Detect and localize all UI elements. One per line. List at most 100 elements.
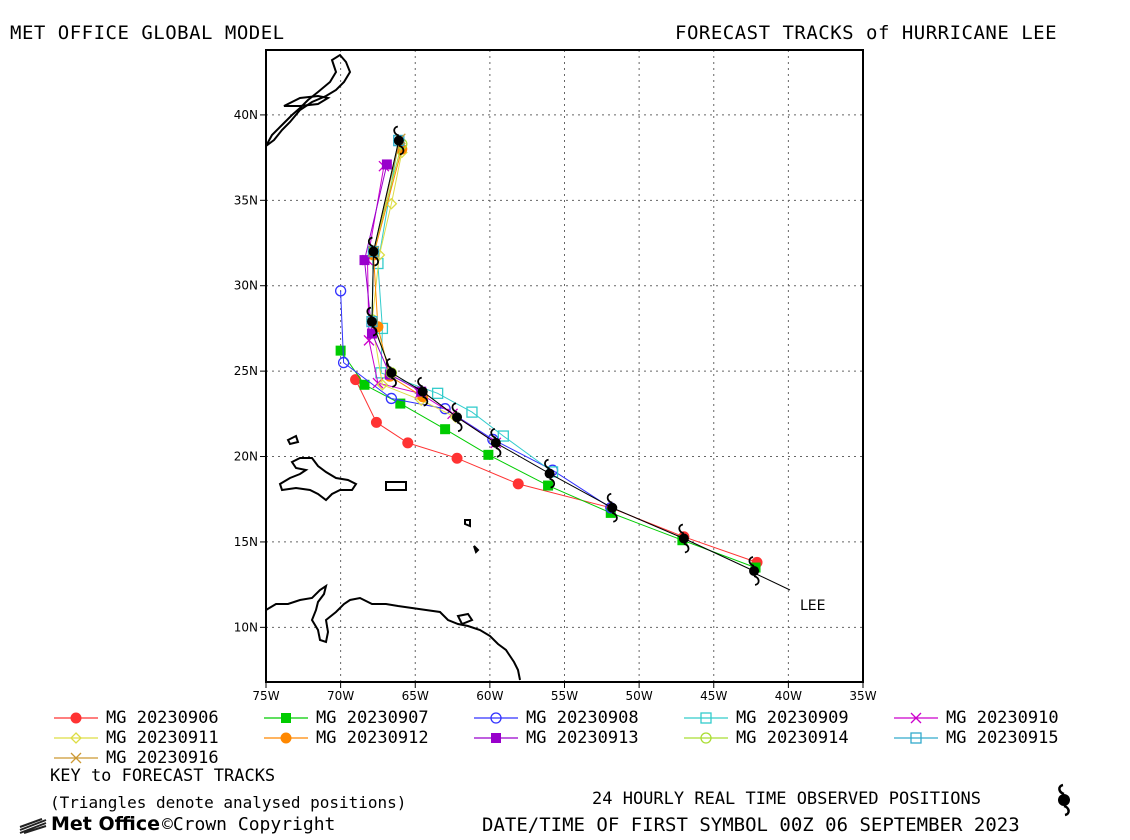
track-point xyxy=(370,416,382,428)
legend-label: MG 20230912 xyxy=(316,728,429,748)
legend-marker xyxy=(910,712,922,724)
track-point xyxy=(335,345,346,356)
legend-label: MG 20230915 xyxy=(946,728,1059,748)
legend-swatch xyxy=(54,712,98,724)
observed-positions-note: 24 HOURLY REAL TIME OBSERVED POSITIONS xyxy=(592,789,981,809)
x-tick-label: 75W xyxy=(252,689,279,700)
observed-position-arm xyxy=(683,542,690,554)
observed-position-arm xyxy=(398,144,405,156)
observed-position-arm xyxy=(371,325,378,337)
observed-position-arm xyxy=(367,236,374,248)
coastline-puerto-rico xyxy=(385,481,407,491)
legend-marker xyxy=(700,732,712,744)
track-point xyxy=(402,437,414,449)
y-tick-label: 40N xyxy=(234,108,258,122)
observed-position xyxy=(385,357,397,388)
observed-position-dot xyxy=(452,412,463,423)
observed-position-dot xyxy=(749,565,760,576)
coastlines xyxy=(265,53,521,681)
legend-label: MG 20230916 xyxy=(106,748,219,768)
observed-position-arm xyxy=(393,125,400,137)
track-point xyxy=(483,449,494,460)
track-line xyxy=(355,379,758,563)
legend-label: MG 20230914 xyxy=(736,728,849,748)
observed-position-arm xyxy=(678,523,685,535)
legend-label: MG 20230909 xyxy=(736,708,849,728)
legend-marker xyxy=(910,732,922,744)
y-tick-label: 35N xyxy=(234,193,258,207)
observed-position-arm xyxy=(422,395,429,407)
key-title: KEY to FORECAST TRACKS xyxy=(50,766,276,786)
track-point xyxy=(543,480,554,491)
track-point xyxy=(395,398,406,409)
coastline-antigua xyxy=(464,519,471,528)
observed-position-arm xyxy=(753,575,760,586)
observed-track xyxy=(366,125,760,586)
coastline-cuba-tip xyxy=(286,434,300,446)
met-office-logo-icon xyxy=(19,817,47,834)
legend-swatch xyxy=(474,733,518,743)
track-point xyxy=(385,392,398,405)
hurricane-symbol-icon xyxy=(1058,783,1070,817)
legend-label: MG 20230910 xyxy=(946,708,1059,728)
coastline-guadeloupe xyxy=(473,545,480,554)
coastline-south-america xyxy=(265,583,521,681)
legend-label: MG 20230906 xyxy=(106,708,219,728)
observed-position-dot xyxy=(678,533,689,544)
observed-position xyxy=(451,402,463,433)
x-tick-label: 60W xyxy=(476,689,503,700)
chart-title-right: FORECAST TRACKS of HURRICANE LEE xyxy=(675,22,1058,44)
coastline-nova-scotia xyxy=(283,94,331,107)
y-tick-label: 25N xyxy=(234,364,258,378)
observed-position-dot xyxy=(607,502,618,513)
legend-marker xyxy=(700,712,712,724)
track-point xyxy=(451,452,463,464)
observed-track-line xyxy=(371,140,755,572)
track-point xyxy=(381,159,392,170)
observed-position-arm xyxy=(417,376,424,388)
observed-position-arm xyxy=(495,447,502,458)
observed-position-arm xyxy=(385,357,392,369)
chart-title-left: MET OFFICE GLOBAL MODEL xyxy=(10,22,285,44)
legend-swatch xyxy=(264,732,308,744)
track-point xyxy=(334,285,347,297)
legend-marker xyxy=(490,712,502,724)
legend-marker xyxy=(70,732,82,744)
track-mg-20230909 xyxy=(372,134,559,478)
x-tick-label: 35W xyxy=(849,689,876,700)
track-point xyxy=(512,478,524,490)
observed-position-dot xyxy=(366,316,377,327)
key-note: (Triangles denote analysed positions) xyxy=(50,793,407,812)
track-point xyxy=(359,255,370,266)
observed-position xyxy=(367,236,379,267)
y-tick-label: 10N xyxy=(234,620,258,634)
coastline-north-america xyxy=(265,53,352,147)
legend-label: MG 20230908 xyxy=(526,708,639,728)
track-mg-20230906 xyxy=(350,374,763,568)
track-point xyxy=(337,356,350,369)
map-axes: 75W 70W 65W 60W 55W 50W 45W 40W 35W 10N 15N 20N 25N 3… xyxy=(234,108,877,700)
legend-marker xyxy=(281,713,291,723)
observed-position-dot xyxy=(490,437,501,448)
observed-position-arm xyxy=(373,255,379,267)
legend-swatch xyxy=(54,732,98,744)
y-tick-label: 20N xyxy=(234,450,258,464)
legend-swatch xyxy=(264,713,308,723)
map-grid xyxy=(266,50,863,682)
observed-position-arm xyxy=(606,492,613,504)
legend-label: MG 20230911 xyxy=(106,728,219,748)
observed-position-arm xyxy=(451,402,458,414)
storm-label-leader xyxy=(751,571,791,591)
x-tick-label: 55W xyxy=(551,689,578,700)
met-office-logo: Met Office xyxy=(18,813,160,835)
observed-position xyxy=(393,125,405,156)
x-tick-label: 65W xyxy=(402,689,429,700)
track-point xyxy=(497,430,509,442)
x-tick-label: 70W xyxy=(327,689,354,700)
observed-position-arm xyxy=(391,376,397,388)
x-tick-label: 45W xyxy=(700,689,727,700)
forecast-track-map: 75W 70W 65W 60W 55W 50W 45W 40W 35W 10N 15N 20N 25N 3… xyxy=(234,49,877,700)
observed-position-arm xyxy=(366,306,373,318)
legend-swatch xyxy=(54,752,98,764)
brand-text: Met Office xyxy=(51,813,160,835)
